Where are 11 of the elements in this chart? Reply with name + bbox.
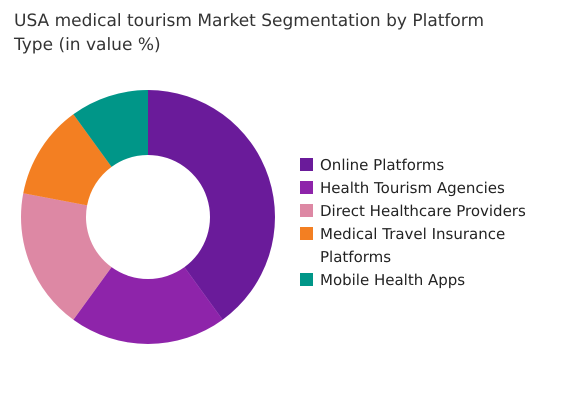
legend-label: Online Platforms (320, 156, 444, 174)
donut-slice (73, 90, 148, 167)
donut-slice (21, 193, 112, 320)
chart-title: USA medical tourism Market Segmentation by Platform Type (in value %) (13, 11, 484, 55)
legend-label: Mobile Health Apps (320, 271, 466, 289)
legend-label: Direct Healthcare Providers (320, 202, 526, 220)
donut-slice (148, 90, 275, 320)
legend-label: Medical Travel Insurance Platforms (320, 225, 506, 266)
legend-label: Health Tourism Agencies (320, 179, 506, 197)
donut-slice (23, 114, 112, 206)
donut-slice (73, 267, 223, 344)
